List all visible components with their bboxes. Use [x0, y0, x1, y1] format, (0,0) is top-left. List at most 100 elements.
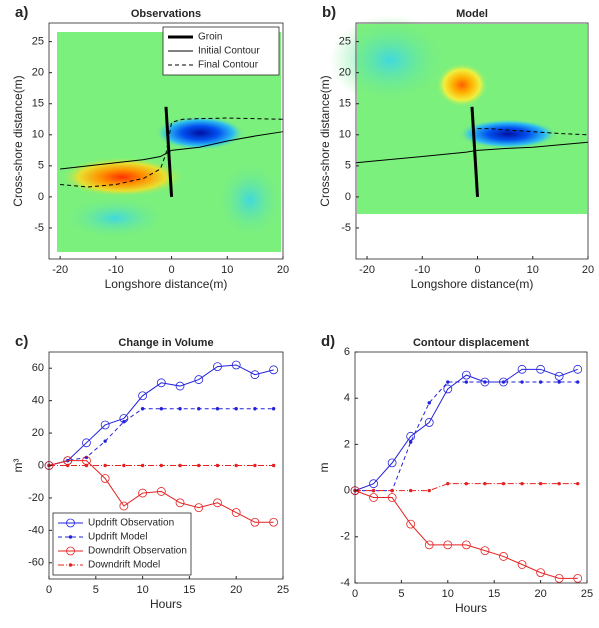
marker — [253, 463, 257, 468]
panel-label: b) — [322, 4, 336, 21]
marker — [536, 364, 545, 374]
marker — [66, 463, 70, 468]
marker — [446, 380, 450, 384]
x-axis-label: Hours — [455, 601, 487, 615]
marker — [197, 407, 201, 411]
axes-box — [355, 22, 589, 260]
x-tick-label: 0 — [352, 588, 358, 600]
marker — [387, 493, 397, 502]
marker — [159, 463, 164, 468]
x-tick-label: 10 — [442, 588, 454, 600]
marker — [103, 439, 107, 443]
y-tick-label: 0 — [345, 191, 351, 203]
marker — [461, 540, 471, 550]
marker — [215, 463, 220, 468]
marker — [483, 481, 487, 486]
marker — [443, 384, 453, 394]
y-tick-label: 10 — [339, 129, 351, 141]
marker — [140, 407, 145, 411]
marker — [369, 493, 378, 502]
marker — [446, 481, 450, 486]
marker — [253, 407, 257, 411]
legend-marker — [66, 518, 75, 528]
legend-marker — [68, 563, 73, 567]
y-tick-label: -60 — [28, 557, 44, 569]
y-tick-label: 15 — [339, 98, 351, 110]
marker — [443, 540, 453, 550]
marker — [100, 420, 110, 430]
chart-title: Model — [456, 8, 488, 20]
panel-label: c) — [15, 333, 28, 350]
x-tick-label: 5 — [398, 588, 404, 600]
marker — [175, 498, 185, 508]
marker — [499, 552, 508, 561]
series-line — [48, 364, 274, 466]
y-axis-label: Cross-shore distance(m) — [318, 75, 332, 206]
field-b — [330, 15, 587, 214]
marker — [408, 488, 413, 493]
marker — [427, 488, 431, 493]
marker — [159, 407, 164, 411]
y-tick-label: 2 — [344, 438, 350, 450]
series-line — [470, 106, 480, 197]
x-tick-label: 15 — [183, 584, 195, 596]
marker — [369, 479, 378, 489]
y-tick-label: 20 — [32, 427, 44, 439]
marker — [269, 517, 279, 527]
marker — [138, 391, 148, 401]
legend-marker — [66, 546, 75, 556]
legend-label: Initial Contour — [198, 46, 260, 57]
x-tick-label: 5 — [93, 584, 99, 596]
panel-label: d) — [321, 333, 335, 350]
marker — [557, 481, 561, 486]
marker — [213, 362, 222, 371]
marker — [461, 370, 471, 380]
panel-label: a) — [15, 4, 28, 21]
x-tick-label: 25 — [277, 584, 289, 596]
marker — [103, 463, 107, 468]
marker — [194, 503, 204, 513]
marker — [234, 463, 238, 468]
y-axis-label: Cross-shore distance(m) — [11, 75, 25, 206]
marker — [408, 440, 413, 444]
y-tick-label: 5 — [345, 160, 351, 172]
marker — [480, 377, 490, 387]
marker — [178, 407, 182, 411]
x-tick-label: -20 — [359, 264, 375, 276]
x-tick-label: 0 — [46, 584, 52, 596]
marker — [138, 488, 148, 498]
marker — [140, 463, 145, 468]
marker — [82, 438, 91, 448]
series-line — [48, 408, 274, 466]
x-axis-label: Longshore distance(m) — [105, 277, 228, 291]
y-tick-label: -20 — [28, 492, 44, 504]
series-line — [355, 141, 589, 164]
marker — [175, 381, 185, 391]
marker — [424, 540, 434, 550]
marker — [122, 420, 126, 424]
y-tick-label: 0 — [344, 485, 350, 497]
y-tick-label: -5 — [341, 222, 351, 234]
chart-title: Contour displacement — [413, 337, 529, 349]
x-tick-label: 25 — [581, 588, 593, 600]
marker — [390, 488, 394, 493]
y-tick-label: 20 — [32, 67, 44, 79]
marker — [406, 519, 416, 529]
marker — [271, 463, 276, 468]
marker — [119, 501, 129, 511]
y-tick-label: 6 — [344, 346, 350, 358]
y-tick-label: 5 — [38, 160, 44, 172]
x-tick-label: 0 — [169, 264, 175, 276]
x-tick-label: 20 — [534, 588, 546, 600]
y-tick-label: 40 — [32, 395, 44, 407]
chart-title: Change in Volume — [118, 337, 213, 349]
x-tick-label: 15 — [488, 588, 500, 600]
marker — [194, 375, 204, 384]
x-tick-label: 10 — [221, 264, 233, 276]
marker — [234, 407, 238, 411]
marker — [122, 463, 126, 468]
marker — [464, 380, 469, 384]
y-tick-label: 0 — [38, 191, 44, 203]
marker — [269, 365, 279, 375]
